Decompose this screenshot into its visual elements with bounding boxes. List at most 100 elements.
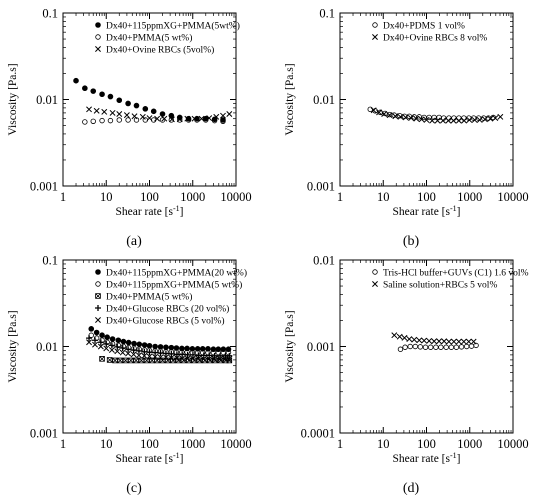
- data-point: [152, 343, 158, 350]
- data-point: [179, 351, 186, 358]
- x-tick-label: 10: [100, 190, 113, 204]
- data-point: [92, 341, 98, 348]
- data-point: [146, 349, 153, 356]
- data-point: [465, 338, 472, 345]
- data-point-shape: [443, 344, 449, 350]
- data-point: [206, 352, 213, 359]
- data-point: [391, 332, 398, 339]
- data-point-shape: [408, 115, 415, 122]
- legend-label: Dx40+PDMS 1 vol%: [383, 21, 465, 31]
- data-point-shape: [436, 338, 442, 345]
- data-point-shape: [487, 115, 494, 122]
- data-point-shape: [162, 354, 169, 361]
- x-axis-label-sup: -1: [450, 204, 457, 213]
- data-point: [168, 354, 175, 361]
- data-point: [157, 350, 164, 357]
- data-point-shape: [426, 337, 433, 344]
- data-point: [220, 117, 226, 123]
- data-point: [141, 342, 148, 348]
- legend-marker: [372, 22, 378, 28]
- data-point-shape: [445, 117, 452, 124]
- data-point: [392, 113, 399, 120]
- data-point-shape: [217, 352, 224, 359]
- data-point-shape: [173, 354, 180, 361]
- data-point-shape: [179, 355, 186, 362]
- x-tick-label: 1: [60, 437, 66, 451]
- data-point: [215, 349, 222, 356]
- data-point-shape: [185, 115, 192, 122]
- data-point-shape: [130, 347, 137, 354]
- legend-marker: [95, 293, 101, 299]
- series-4: [86, 335, 233, 359]
- data-point-shape: [367, 106, 373, 113]
- data-point-shape: [92, 337, 99, 344]
- data-point-shape: [106, 357, 113, 363]
- data-point-shape: [161, 115, 168, 122]
- data-point-shape: [108, 342, 115, 349]
- data-point-shape: [115, 337, 122, 344]
- data-point: [445, 338, 452, 345]
- data-point-shape: [391, 332, 398, 339]
- data-point: [386, 112, 393, 119]
- x-tick-label: 10: [100, 437, 113, 451]
- data-point-shape: [198, 115, 205, 122]
- x-tick-label: 1: [60, 190, 66, 204]
- data-point-shape: [422, 344, 429, 350]
- data-point: [184, 115, 191, 122]
- data-point: [211, 352, 218, 359]
- legend-marker-shape: [95, 281, 101, 287]
- data-point: [463, 343, 470, 350]
- data-point: [194, 117, 200, 123]
- data-point-shape: [473, 342, 479, 349]
- data-point: [226, 111, 233, 117]
- data-point: [434, 117, 441, 124]
- data-point: [206, 115, 213, 122]
- data-point-shape: [138, 357, 145, 364]
- data-point: [99, 332, 105, 339]
- data-point: [175, 357, 182, 364]
- y-tick-label: 0.001: [30, 180, 58, 194]
- legend-label: Dx40+Ovine RBCs 8 vol%: [383, 33, 487, 43]
- data-point-shape: [460, 338, 467, 345]
- data-point: [487, 115, 494, 122]
- data-point-shape: [90, 118, 96, 124]
- data-point-shape: [115, 342, 122, 349]
- data-point-shape: [128, 357, 134, 364]
- y-tick-label: 0.1: [42, 254, 58, 268]
- data-point: [116, 97, 123, 104]
- legend: Dx40+115ppmXG+PMMA(5wt%)Dx40+PMMA(5 wt%)…: [95, 20, 240, 55]
- data-point: [185, 115, 192, 122]
- data-point-shape: [131, 113, 138, 120]
- data-point: [168, 116, 175, 123]
- data-point: [125, 346, 132, 353]
- panel-label: (b): [403, 234, 420, 249]
- data-point-shape: [154, 115, 161, 122]
- data-point-shape: [217, 355, 224, 362]
- data-point: [220, 112, 226, 119]
- data-point: [120, 343, 127, 350]
- y-tick-label: 0.01: [313, 93, 335, 107]
- legend-label: Dx40+PMMA(5 wt%): [106, 32, 192, 43]
- data-point: [131, 113, 138, 120]
- legend-marker-shape: [372, 22, 378, 28]
- data-point: [226, 352, 233, 359]
- data-point: [416, 337, 423, 344]
- legend-marker: [372, 269, 378, 275]
- data-point-shape: [120, 343, 127, 350]
- data-point: [141, 352, 148, 359]
- panel-label: (a): [126, 234, 142, 249]
- data-point-shape: [88, 326, 95, 332]
- data-point: [476, 117, 483, 123]
- data-point: [448, 344, 455, 350]
- data-point: [104, 334, 110, 341]
- data-point-shape: [482, 116, 488, 123]
- legend-marker: [95, 34, 101, 40]
- panel-c: 1 10 100 1000 10000 0.001 0.01 0.1 Shear rate [s…: [7, 254, 252, 497]
- data-point: [473, 342, 479, 349]
- data-point: [146, 342, 153, 349]
- data-point: [450, 117, 457, 124]
- data-point-shape: [226, 111, 233, 117]
- data-point-shape: [135, 347, 142, 354]
- x-axis-label-sup: -1: [173, 451, 180, 460]
